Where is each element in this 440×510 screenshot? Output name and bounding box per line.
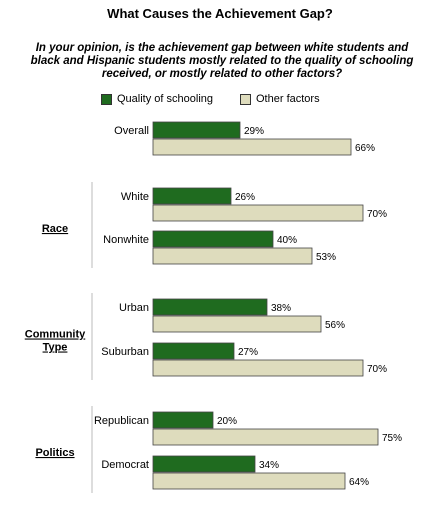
row-label-white: White <box>121 191 149 203</box>
group-label-1: Race <box>42 223 68 235</box>
value-label-suburban-other: 70% <box>367 364 387 375</box>
bar-republican-quality <box>152 411 214 429</box>
bar-urban-other <box>152 315 322 333</box>
value-label-white-other: 70% <box>367 209 387 220</box>
bar-suburban-quality <box>152 342 235 360</box>
row-label-republican: Republican <box>94 415 149 427</box>
legend-swatch-other <box>240 93 251 105</box>
legend-label-quality: Quality of schooling <box>117 93 213 105</box>
legend-label-other: Other factors <box>256 93 320 105</box>
row-label-suburban: Suburban <box>101 346 149 358</box>
bar-suburban-other <box>152 359 364 377</box>
value-label-republican-quality: 20% <box>217 416 237 427</box>
bar-republican-other <box>152 428 379 446</box>
group-label-2-line-0: Community <box>25 329 86 341</box>
bar-nonwhite-other <box>152 247 313 265</box>
bar-white-other <box>152 204 364 222</box>
value-label-overall-quality: 29% <box>244 126 264 137</box>
value-label-urban-quality: 38% <box>271 303 291 314</box>
row-label-urban: Urban <box>119 302 149 314</box>
bar-overall-other <box>152 138 352 156</box>
bar-urban-quality <box>152 298 268 316</box>
chart-title: What Causes the Achievement Gap? <box>107 6 333 21</box>
bar-nonwhite-quality <box>152 230 274 248</box>
value-label-democrat-other: 64% <box>349 477 369 488</box>
legend-item-quality: Quality of schooling <box>101 93 213 105</box>
value-label-urban-other: 56% <box>325 320 345 331</box>
group-label-2-line-1: Type <box>43 342 68 354</box>
legend-swatch-quality <box>101 93 112 105</box>
chart-subtitle: In your opinion, is the achievement gap … <box>30 42 414 80</box>
bar-overall-quality <box>152 121 241 139</box>
value-label-suburban-quality: 27% <box>238 347 258 358</box>
row-label-democrat: Democrat <box>101 459 149 471</box>
row-label-overall: Overall <box>114 125 149 137</box>
value-label-democrat-quality: 34% <box>259 460 279 471</box>
value-label-nonwhite-other: 53% <box>316 252 336 263</box>
bar-democrat-quality <box>152 455 256 473</box>
legend-item-other: Other factors <box>240 93 320 105</box>
value-label-republican-other: 75% <box>382 433 402 444</box>
bar-democrat-other <box>152 472 346 490</box>
value-label-overall-other: 66% <box>355 143 375 154</box>
bar-white-quality <box>152 187 232 205</box>
value-label-nonwhite-quality: 40% <box>277 235 297 246</box>
row-label-nonwhite: Nonwhite <box>103 234 149 246</box>
group-label-3: Politics <box>35 447 74 459</box>
value-label-white-quality: 26% <box>235 192 255 203</box>
